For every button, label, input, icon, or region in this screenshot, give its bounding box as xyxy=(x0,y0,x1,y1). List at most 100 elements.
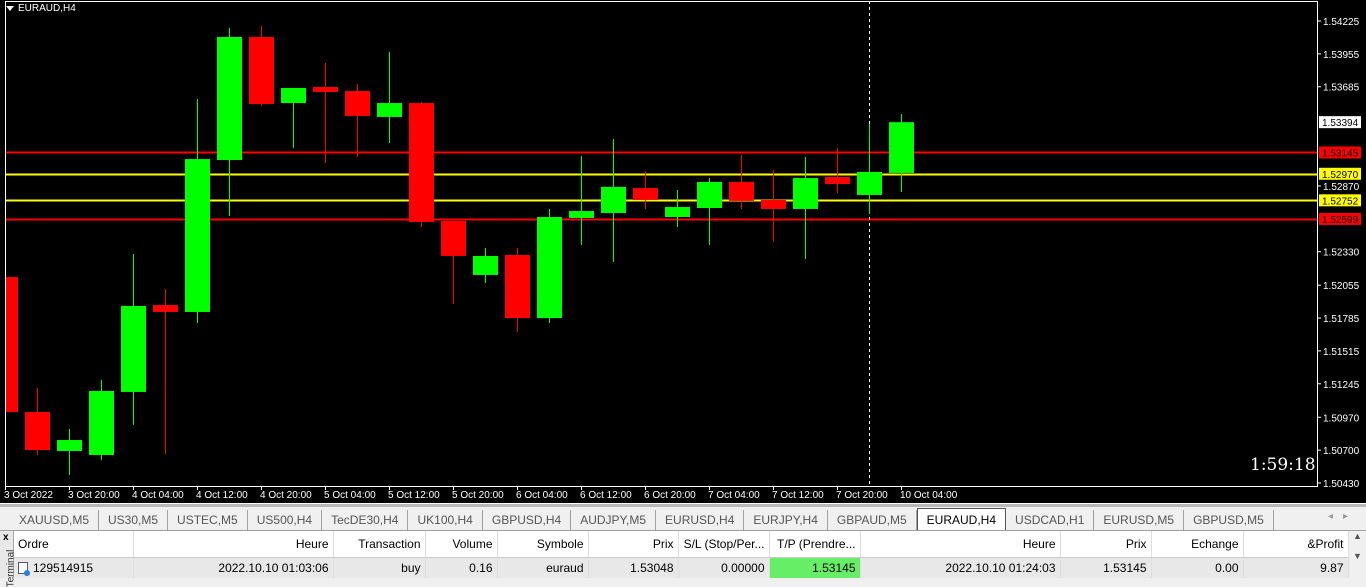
tab-eurjpy-h4[interactable]: EURJPY,H4 xyxy=(744,510,828,530)
tab-scroll-arrows-icon[interactable]: ◂▸ xyxy=(1327,511,1358,522)
bull-candle xyxy=(569,211,594,218)
cell-value: euraud xyxy=(546,560,584,575)
time-tick-label: 6 Oct 20:00 xyxy=(644,490,696,501)
column-header[interactable]: Symbole xyxy=(497,531,589,558)
trade-table: Ordre Heure Transaction Volume Symbole Prix S/… xyxy=(14,531,1349,578)
column-header[interactable]: Transaction xyxy=(333,531,426,558)
column-header[interactable]: Prix xyxy=(588,531,679,558)
price-tick-label: 1.51515 xyxy=(1323,347,1360,358)
tab-xauusd-m5[interactable]: XAUUSD,M5 xyxy=(10,510,100,530)
bull-candle xyxy=(601,186,626,213)
price-tick-label: 1.50700 xyxy=(1323,446,1360,457)
tab-gbpusd-h4[interactable]: GBPUSD,H4 xyxy=(483,510,572,530)
chart-frame xyxy=(5,1,1318,487)
table-cell: 1.53048 xyxy=(588,557,679,578)
bull-candle xyxy=(889,122,914,173)
cell-value: 9.87 xyxy=(1320,560,1344,575)
cell-value: 2022.10.10 01:03:06 xyxy=(218,560,329,575)
cell-value: buy xyxy=(401,560,421,575)
table-cell: 129514915 xyxy=(14,557,134,578)
bull-candle xyxy=(377,103,402,117)
column-header[interactable]: Echange xyxy=(1151,531,1244,558)
level-price-tag: 1.52970 xyxy=(1322,170,1359,181)
column-header[interactable]: Volume xyxy=(425,531,498,558)
tab-gbpaud-m5[interactable]: GBPAUD,M5 xyxy=(828,510,917,530)
tab-audjpy-m5[interactable]: AUDJPY,M5 xyxy=(571,510,657,530)
cell-value: 1.53048 xyxy=(630,560,674,575)
tab-eurusd-h4[interactable]: EURUSD,H4 xyxy=(656,510,745,530)
cell-value: 0.00 xyxy=(1215,560,1239,575)
price-tick-label: 1.53955 xyxy=(1323,50,1360,61)
bear-candle xyxy=(6,277,18,413)
table-cell: 0.00 xyxy=(1151,557,1244,578)
cell-value: 0.00000 xyxy=(721,560,765,575)
bull-candle xyxy=(697,181,722,208)
time-tick-label: 3 Oct 20:00 xyxy=(68,490,120,501)
time-tick-label: 6 Oct 12:00 xyxy=(580,490,632,501)
level-price-tag: 1.53145 xyxy=(1322,148,1359,159)
tab-ustec-m5[interactable]: USTEC,M5 xyxy=(168,510,248,530)
table-row[interactable]: 129514915 2022.10.10 01:03:06 buy 0.16 eurau… xyxy=(14,557,1349,578)
tab-tecde30-h4[interactable]: TecDE30,H4 xyxy=(322,510,409,530)
bull-candle xyxy=(473,255,498,275)
current-price-tag: 1.53394 xyxy=(1322,118,1359,129)
bear-candle xyxy=(345,91,370,116)
bull-candle xyxy=(89,390,114,455)
bull-candle xyxy=(857,171,882,195)
column-header[interactable]: Prix xyxy=(1060,531,1152,558)
dropdown-triangle-icon[interactable] xyxy=(6,6,14,11)
level-price-tag: 1.52599 xyxy=(1322,215,1359,226)
level-price-tag-bg xyxy=(1319,146,1361,159)
price-tick-label: 1.52870 xyxy=(1323,182,1360,193)
tab-us30-m5[interactable]: US30,M5 xyxy=(99,510,169,530)
cell-value: 2022.10.10 01:24:03 xyxy=(945,560,1056,575)
vertical-scrollbar[interactable]: ▲ ▼ xyxy=(1348,531,1366,578)
column-header[interactable]: &Profit xyxy=(1243,531,1349,558)
bull-candle xyxy=(57,440,82,451)
cell-value: 1.53145 xyxy=(812,560,856,575)
time-tick-label: 4 Oct 20:00 xyxy=(260,490,312,501)
price-tick-label: 1.53685 xyxy=(1323,83,1360,94)
bear-candle xyxy=(441,221,466,256)
level-price-tag: 1.52752 xyxy=(1322,196,1359,207)
tab-uk100-h4[interactable]: UK100,H4 xyxy=(408,510,483,530)
tab-gbpusd-m5[interactable]: GBPUSD,M5 xyxy=(1184,510,1274,530)
tab-eurusd-m5[interactable]: EURUSD,M5 xyxy=(1094,510,1185,530)
time-tick-label: 6 Oct 04:00 xyxy=(516,490,568,501)
column-header[interactable]: Heure xyxy=(133,531,334,558)
bear-candle xyxy=(249,36,274,105)
tab-euraud-h4[interactable]: EURAUD,H4 xyxy=(916,508,1007,530)
cell-value: 0.16 xyxy=(469,560,493,575)
price-tick-label: 1.54225 xyxy=(1323,17,1360,28)
level-price-tag-bg xyxy=(1319,194,1361,207)
time-tick-label: 5 Oct 12:00 xyxy=(388,490,440,501)
bear-candle xyxy=(505,254,530,319)
time-tick-label: 7 Oct 12:00 xyxy=(772,490,824,501)
table-cell: 0.00000 xyxy=(678,557,770,578)
level-price-tag-bg xyxy=(1319,212,1361,225)
order-document-icon xyxy=(18,561,30,576)
pane-splitter[interactable] xyxy=(0,503,1366,507)
cell-value: 129514915 xyxy=(33,560,94,575)
bear-candle xyxy=(153,305,178,312)
time-tick-label: 5 Oct 04:00 xyxy=(324,490,376,501)
bull-candle xyxy=(121,305,146,392)
column-header[interactable]: T/P (Prendre... xyxy=(769,531,861,558)
tab-us500-h4[interactable]: US500,H4 xyxy=(248,510,323,530)
table-cell: euraud xyxy=(497,557,589,578)
plot-area xyxy=(6,1,1317,486)
tab-usdcad-h1[interactable]: USDCAD,H1 xyxy=(1006,510,1095,530)
candlestick-chart[interactable]: 1.54225 1.53955 1.53685 1.52870 1.52330 1.520… xyxy=(0,0,1366,503)
time-tick-label: 7 Oct 04:00 xyxy=(708,490,760,501)
column-header[interactable]: Ordre xyxy=(14,531,134,558)
chart-window[interactable]: 1.54225 1.53955 1.53685 1.52870 1.52330 1.520… xyxy=(0,0,1366,503)
close-icon[interactable]: x xyxy=(3,532,9,543)
bear-candle xyxy=(313,86,338,92)
column-header[interactable]: Heure xyxy=(860,531,1061,558)
chart-title[interactable]: EURAUD,H4 xyxy=(6,3,76,14)
chart-symbol-label: EURAUD,H4 xyxy=(18,3,76,14)
bull-candle xyxy=(185,159,210,312)
column-header[interactable]: S/L (Stop/Per... xyxy=(678,531,770,558)
price-tick-label: 1.52055 xyxy=(1323,281,1360,292)
time-tick-label: 4 Oct 12:00 xyxy=(196,490,248,501)
